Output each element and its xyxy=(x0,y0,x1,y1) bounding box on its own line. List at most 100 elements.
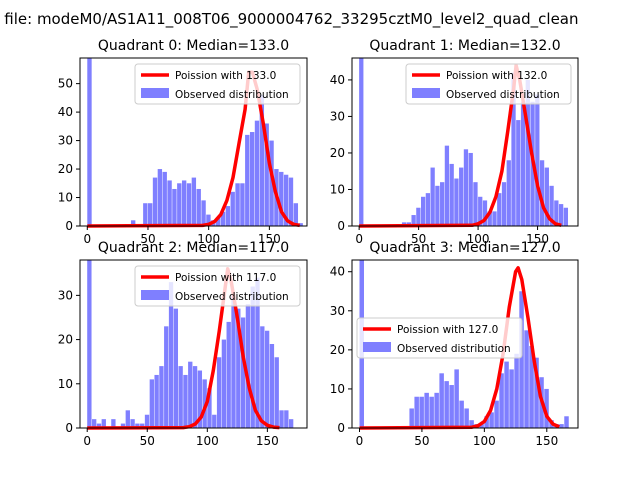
quadrant-2-histogram-bar xyxy=(207,388,212,428)
quadrant-3-histogram-bar xyxy=(414,396,419,428)
legend-observed-label: Observed distribution xyxy=(446,89,560,101)
quadrant-1-histogram-bar xyxy=(411,215,416,226)
quadrant-1-histogram-bar xyxy=(558,204,564,226)
legend-poisson-label: Poission with 132.0 xyxy=(446,70,547,82)
quadrant-2-axes-frame xyxy=(79,259,308,429)
quadrant-3-histogram-bar xyxy=(504,361,509,428)
quadrant-0-histogram-bar xyxy=(254,120,260,226)
quadrant-1-histogram-bar xyxy=(459,167,464,226)
quadrant-3-histogram-bar xyxy=(519,291,524,428)
quadrant-0-histogram-bar xyxy=(298,223,303,226)
quadrant-2-histogram-bar xyxy=(178,366,183,428)
quadrant-0-xtick-label: 0 xyxy=(83,232,91,246)
quadrant-3-histogram-bar xyxy=(429,396,434,428)
legend-observed-swatch xyxy=(363,342,391,352)
quadrant-1-xtick-label: 50 xyxy=(411,232,426,246)
quadrant-2-histogram-bar xyxy=(212,414,217,428)
quadrant-3-histogram-bar xyxy=(419,396,424,428)
quadrant-0-histogram-bar xyxy=(264,123,269,226)
quadrant-0-histogram-bar xyxy=(206,214,211,226)
quadrant-3-xtick-label: 100 xyxy=(473,434,496,448)
quadrant-1-histogram-bar xyxy=(430,167,435,226)
quadrant-3-histogram-bar xyxy=(454,369,459,428)
quadrant-3-xtick-label: 150 xyxy=(535,434,558,448)
quadrant-0-histogram-bar xyxy=(230,191,235,226)
quadrant-0-ytick-label: 10 xyxy=(58,191,73,205)
quadrant-3-histogram-bar xyxy=(559,424,564,428)
quadrant-2-histogram-bar xyxy=(255,277,260,428)
quadrant-0-histogram-bar xyxy=(181,180,187,226)
quadrant-2-title: Quadrant 2: Median=117.0 xyxy=(98,240,289,256)
quadrant-1-ytick-label: 0 xyxy=(337,219,345,233)
quadrant-2-histogram-bar xyxy=(197,370,203,428)
quadrant-1-title: Quadrant 1: Median=132.0 xyxy=(369,38,560,54)
quadrant-0-xtick-label: 150 xyxy=(258,232,281,246)
quadrant-1-xtick-label: 150 xyxy=(526,232,549,246)
quadrant-1-histogram-bar xyxy=(425,193,431,226)
quadrant-2-histogram-bar xyxy=(279,410,284,428)
quadrant-0-histogram-bar xyxy=(191,177,197,226)
quadrant-2-xtick-label: 150 xyxy=(256,434,279,448)
quadrant-3-histogram-bar xyxy=(459,400,464,428)
quadrant-3-ytick-label: 10 xyxy=(330,382,345,396)
quadrant-0-histogram-bar xyxy=(177,183,182,226)
quadrant-3-histogram-bar xyxy=(424,392,429,428)
legend-observed-swatch xyxy=(141,290,169,300)
quadrant-3-histogram-bar xyxy=(509,369,514,428)
quadrant-2-histogram-bar xyxy=(130,419,135,428)
quadrant-2-histogram-bar xyxy=(173,308,179,428)
quadrant-2-panel: Quadrant 2: Median=117.0 0 50 100 150 0 10 20 30… xyxy=(58,240,308,448)
quadrant-1-legend: Poission with 132.0 Observed distribution xyxy=(405,63,572,105)
quadrant-1-histogram-bar xyxy=(444,145,450,226)
quadrant-1-panel: Quadrant 1: Median=132.0 0 50 100 150 0 10 20 30… xyxy=(330,38,579,246)
quadrant-3-histogram-bar xyxy=(564,416,569,428)
quadrant-2-histogram-bar xyxy=(101,419,106,428)
quadrant-0-histogram-bar xyxy=(87,58,92,226)
quadrant-2-histogram-bar xyxy=(240,317,246,428)
quadrant-2-histogram-bar xyxy=(221,339,227,428)
quadrant-0-histogram-bar xyxy=(172,188,177,226)
quadrant-3-histogram-bar xyxy=(434,392,439,428)
quadrant-3-xtick-label: 0 xyxy=(356,434,364,448)
quadrant-2-ytick-label: 20 xyxy=(58,333,73,347)
quadrant-3-histogram-bar xyxy=(444,381,449,428)
quadrant-1-ytick-label: 10 xyxy=(330,182,345,196)
quadrant-0-ytick-label: 30 xyxy=(58,134,73,148)
quadrant-2-histogram-bar xyxy=(269,344,275,428)
quadrant-0-histogram-bar xyxy=(220,211,226,226)
quadrant-1-histogram-bar xyxy=(468,152,473,226)
quadrant-1-histogram-bar xyxy=(454,178,459,226)
quadrant-1-histogram-bar xyxy=(482,200,488,226)
quadrant-0-histogram-bar xyxy=(293,203,299,226)
legend-observed-label: Observed distribution xyxy=(397,343,511,355)
quadrant-3-histogram-bar xyxy=(409,408,414,428)
quadrant-0-histogram-bar xyxy=(186,183,192,226)
quadrant-2-histogram-bar xyxy=(159,366,164,428)
quadrant-3-panel: Quadrant 3: Median=127.0 0 50 100 150 0 10 20 30… xyxy=(330,240,579,448)
quadrant-2-histogram-bar xyxy=(188,361,193,428)
quadrant-0-histogram-bar xyxy=(259,95,265,226)
quadrant-2-histogram-bar xyxy=(92,419,97,428)
quadrant-1-xtick-label: 0 xyxy=(355,232,363,246)
quadrant-0-ytick-label: 40 xyxy=(58,105,73,119)
quadrant-2-histogram-bar xyxy=(140,423,145,428)
quadrant-3-histogram-bar xyxy=(524,330,529,428)
quadrant-0-ytick-label: 20 xyxy=(58,162,73,176)
quadrant-3-histogram-bar xyxy=(449,385,454,428)
quadrant-0-legend: Poission with 133.0 Observed distribution xyxy=(134,63,301,105)
quadrant-2-histogram-bar xyxy=(216,357,222,428)
quadrant-3-histogram-bar xyxy=(494,400,499,428)
quadrant-3-histogram-bar xyxy=(439,373,444,428)
quadrant-1-ytick-label: 20 xyxy=(330,146,345,160)
quadrant-1-histogram-bar xyxy=(544,167,549,226)
quadrant-1-histogram-bar xyxy=(416,207,421,226)
quadrant-1-histogram-bar xyxy=(449,163,454,226)
quadrant-3-histogram-bar xyxy=(489,412,494,428)
quadrant-0-histogram-bar xyxy=(147,203,153,226)
quadrant-1-ytick-label: 30 xyxy=(330,109,345,123)
quadrant-0-histogram-bar xyxy=(157,169,163,226)
quadrant-3-histogram-bar xyxy=(534,357,539,428)
quadrant-1-ytick-label: 40 xyxy=(330,73,345,87)
quadrant-2-histogram-bar xyxy=(274,357,279,428)
